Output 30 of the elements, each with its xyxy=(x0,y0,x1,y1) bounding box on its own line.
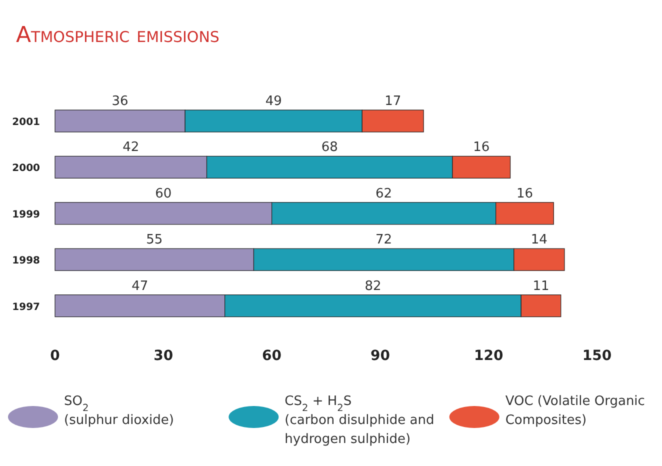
data-label: 16 xyxy=(516,186,534,202)
y-tick-label: 1997 xyxy=(12,302,40,313)
legend-label: SO$_{2}$ (sulphur dioxide) xyxy=(64,394,174,428)
legend-label: VOC (Volatile Organic Composites) xyxy=(505,394,645,428)
y-tick-label: 1999 xyxy=(12,209,40,220)
data-label: 17 xyxy=(384,94,402,109)
x-tick-label: 150 xyxy=(582,348,612,364)
y-tick-label: 1998 xyxy=(12,256,40,267)
x-tick-label: 0 xyxy=(50,348,60,364)
x-tick-label: 60 xyxy=(262,348,282,364)
data-label: 55 xyxy=(146,232,163,248)
y-tick-label: 2000 xyxy=(12,163,40,174)
data-label: 82 xyxy=(364,278,382,294)
legend-label: CS$_{2}$ + H$_{2}$S (carbon disulphide and hydrogen sulphide) xyxy=(284,394,434,447)
data-label: 36 xyxy=(112,94,128,109)
chart-title: Atmospheric emissions xyxy=(16,23,220,48)
data-label: 68 xyxy=(321,140,338,156)
data-label: 60 xyxy=(155,186,172,202)
x-tick-label: 90 xyxy=(370,348,390,364)
data-label: 62 xyxy=(376,186,392,202)
data-label: 49 xyxy=(265,94,282,109)
data-label: 72 xyxy=(376,232,392,248)
data-label: 14 xyxy=(530,232,548,248)
data-label: 11 xyxy=(532,278,550,294)
data-label: 42 xyxy=(122,140,140,156)
data-label: 16 xyxy=(473,140,490,156)
x-tick-label: 30 xyxy=(154,348,174,364)
y-tick-label: 2001 xyxy=(12,117,40,128)
data-label: 47 xyxy=(132,278,148,294)
x-tick-label: 120 xyxy=(474,348,504,364)
